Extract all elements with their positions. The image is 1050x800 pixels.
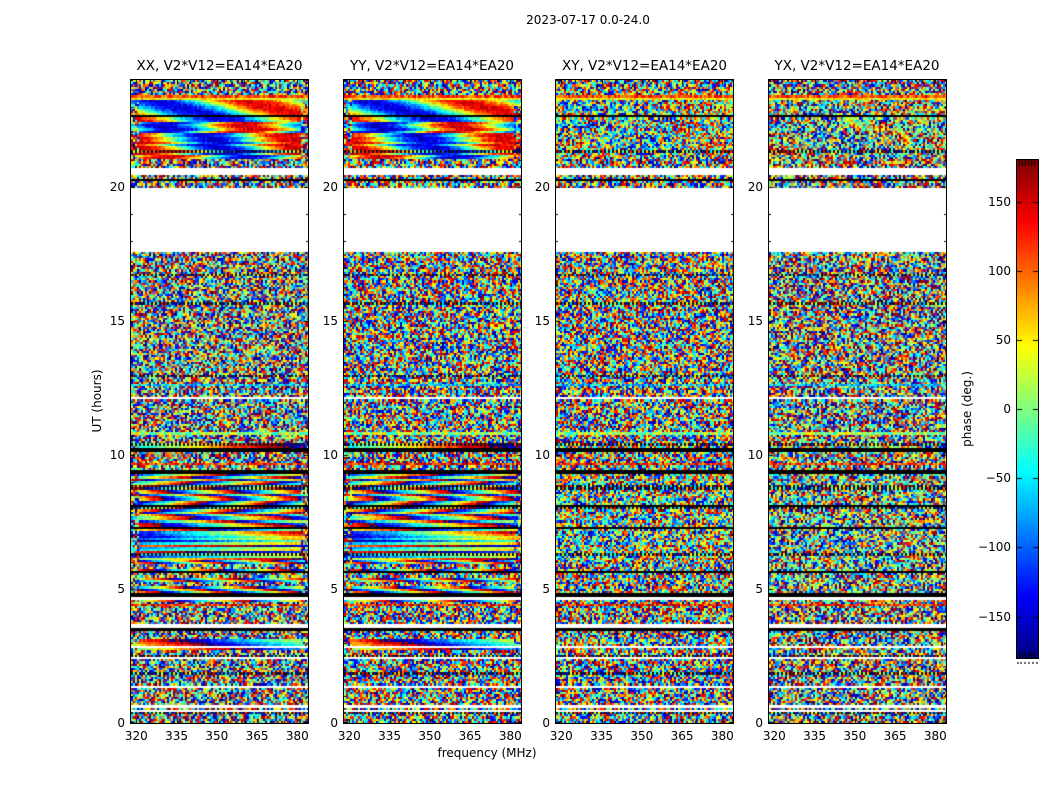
panel-title-xy: XY, V2*V12=EA14*EA20 xyxy=(561,58,727,74)
xtick-label: 380 xyxy=(710,729,734,743)
xtick-label: 365 xyxy=(883,729,907,743)
waterfall-yy xyxy=(344,80,521,723)
xtick-label: 335 xyxy=(165,729,189,743)
xtick-label: 365 xyxy=(670,729,694,743)
xtick-label: 320 xyxy=(337,729,361,743)
waterfall-xx xyxy=(131,80,308,723)
ytick-label: 20 xyxy=(109,180,125,195)
panel-title-yx: YX, V2*V12=EA14*EA20 xyxy=(774,58,940,74)
xtick-label: 380 xyxy=(285,729,309,743)
ytick-label: 20 xyxy=(747,180,763,195)
panel-title-yy: YY, V2*V12=EA14*EA20 xyxy=(349,58,514,74)
ytick-label: 15 xyxy=(747,314,763,329)
ytick-label: 0 xyxy=(542,716,550,730)
ytick-label: 5 xyxy=(755,582,763,597)
figure-title: 2023-07-17 0.0-24.0 xyxy=(526,13,650,27)
ytick-label: 10 xyxy=(322,448,338,463)
xtick-label: 335 xyxy=(378,729,402,743)
colorbar-gradient xyxy=(1017,160,1038,658)
y-axis-label: UT (hours) xyxy=(90,369,104,433)
xtick-label: 335 xyxy=(590,729,614,743)
colorbar-tick-label: 50 xyxy=(995,332,1011,347)
ytick-label: 20 xyxy=(534,180,550,195)
ytick-label: 15 xyxy=(109,314,125,329)
colorbar-bottom-dots xyxy=(1017,662,1038,664)
colorbar-label: phase (deg.) xyxy=(960,371,974,447)
colorbar-tick-label: −150 xyxy=(978,609,1011,624)
ytick-label: 0 xyxy=(330,716,338,730)
ytick-label: 10 xyxy=(534,448,550,463)
ytick-label: 15 xyxy=(322,314,338,329)
panel-yx xyxy=(768,79,947,724)
waterfall-xy xyxy=(556,80,733,723)
colorbar-tick-label: −100 xyxy=(978,540,1011,555)
ytick-label: 5 xyxy=(330,582,338,597)
xtick-label: 350 xyxy=(205,729,229,743)
xtick-label: 350 xyxy=(843,729,867,743)
xtick-label: 380 xyxy=(498,729,522,743)
panel-xy xyxy=(555,79,734,724)
waterfall-yx xyxy=(769,80,946,723)
ytick-label: 5 xyxy=(542,582,550,597)
xtick-label: 320 xyxy=(124,729,148,743)
xtick-label: 320 xyxy=(549,729,573,743)
ytick-label: 0 xyxy=(755,716,763,730)
ytick-label: 10 xyxy=(747,448,763,463)
panel-yy xyxy=(343,79,522,724)
ytick-label: 20 xyxy=(322,180,338,195)
xtick-label: 350 xyxy=(418,729,442,743)
colorbar-tick-label: 0 xyxy=(1003,402,1011,416)
x-axis-label: frequency (MHz) xyxy=(437,746,537,760)
xtick-label: 350 xyxy=(630,729,654,743)
colorbar xyxy=(1016,159,1039,659)
xtick-label: 320 xyxy=(762,729,786,743)
ytick-label: 0 xyxy=(117,716,125,730)
xtick-label: 335 xyxy=(803,729,827,743)
panel-title-xx: XX, V2*V12=EA14*EA20 xyxy=(136,58,303,74)
colorbar-tick-label: −50 xyxy=(985,471,1011,486)
xtick-label: 365 xyxy=(245,729,269,743)
xtick-label: 380 xyxy=(923,729,947,743)
xtick-label: 365 xyxy=(458,729,482,743)
colorbar-tick-label: 100 xyxy=(988,263,1011,278)
ytick-label: 5 xyxy=(117,582,125,597)
colorbar-tick-label: 150 xyxy=(988,194,1011,209)
ytick-label: 10 xyxy=(109,448,125,463)
ytick-label: 15 xyxy=(534,314,550,329)
panel-xx xyxy=(130,79,309,724)
